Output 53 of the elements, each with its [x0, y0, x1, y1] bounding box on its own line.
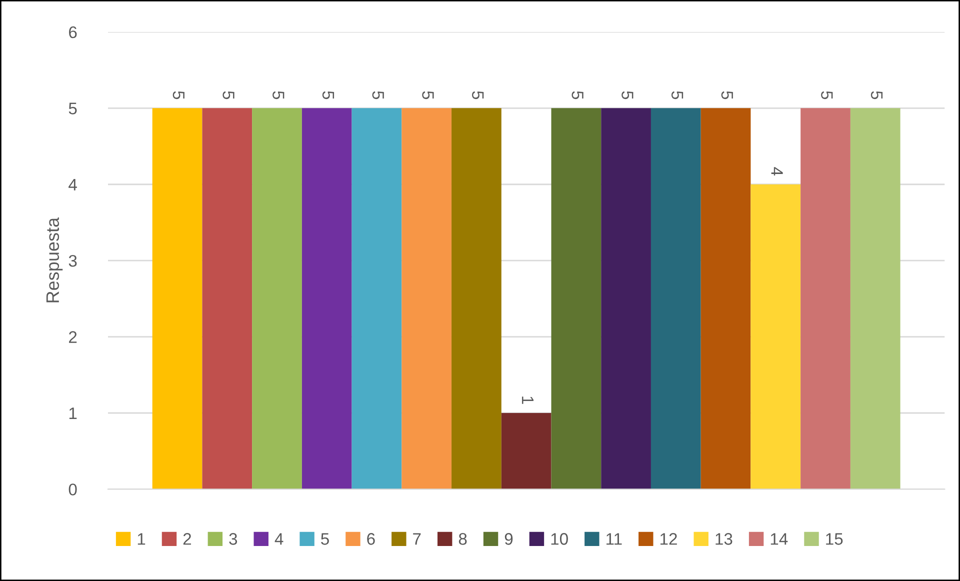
legend-label: 3 [229, 533, 238, 545]
data-label: 5 [272, 91, 284, 100]
legend-label: 7 [413, 533, 421, 545]
legend-label: 13 [716, 533, 732, 545]
bar [601, 108, 651, 490]
bar [700, 108, 751, 490]
legend-label: 15 [826, 533, 843, 545]
legend-label: 9 [504, 533, 513, 545]
bar [750, 184, 801, 490]
data-label: 5 [870, 91, 883, 100]
data-label: 5 [622, 91, 634, 100]
y-tick-label: 3 [68, 254, 77, 267]
y-tick-label: 1 [69, 408, 77, 420]
legend-label: 2 [183, 533, 191, 545]
bar [551, 108, 602, 490]
data-label: 5 [322, 91, 334, 100]
data-label: 5 [721, 91, 733, 100]
data-label: 5 [422, 91, 434, 100]
y-axis-title: Respuesta [46, 217, 63, 302]
legend-label: 4 [274, 533, 284, 545]
y-tick-label: 2 [69, 331, 77, 343]
legend-label: 1 [138, 533, 146, 545]
bar [452, 108, 502, 490]
bar [402, 108, 452, 490]
legend-label: 11 [606, 533, 622, 545]
data-label: 5 [572, 91, 584, 100]
data-label: 1 [522, 396, 534, 404]
bar [650, 108, 701, 490]
data-label: 5 [821, 91, 833, 100]
data-label: 5 [172, 91, 184, 100]
bar [352, 108, 402, 490]
bar [850, 108, 900, 490]
y-tick-label: 6 [69, 26, 77, 38]
data-label: 5 [372, 91, 384, 100]
data-label: 5 [222, 91, 234, 100]
data-label: 5 [671, 91, 684, 100]
legend-label: 14 [770, 533, 788, 545]
bar [302, 108, 352, 490]
data-label: 4 [771, 167, 783, 176]
data-label: 5 [472, 91, 484, 100]
y-tick-label: 5 [68, 102, 77, 114]
y-tick-label: 4 [68, 178, 77, 190]
bar [202, 108, 252, 490]
bar [252, 108, 302, 490]
bar [800, 108, 850, 490]
legend-label: 12 [660, 533, 677, 545]
legend-label: 5 [321, 533, 329, 545]
legend-label: 6 [367, 533, 375, 545]
bar [152, 108, 202, 490]
legend-label: 10 [551, 533, 568, 545]
legend-label: 8 [458, 533, 467, 545]
y-tick-label: 0 [68, 484, 77, 496]
bar [501, 412, 552, 490]
